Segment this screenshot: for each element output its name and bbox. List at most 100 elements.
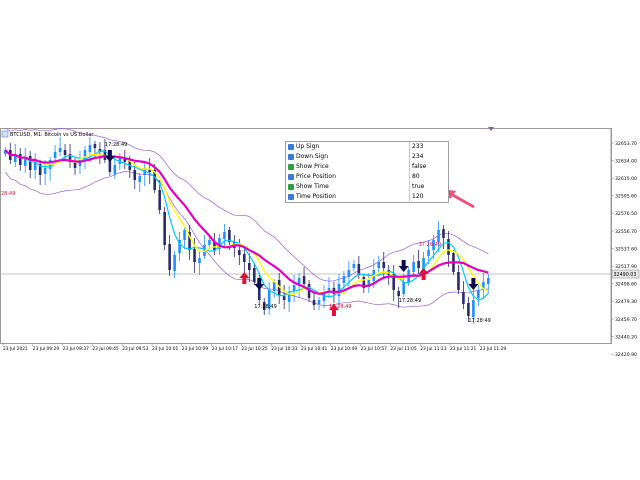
input-row-show-price[interactable]: Show Price false — [286, 162, 448, 172]
candle-body — [63, 150, 67, 155]
input-row-price-position[interactable]: Price Position 80 — [286, 172, 448, 182]
input-row-time-position[interactable]: Time Position 120 — [286, 192, 448, 202]
input-value[interactable]: 234 — [412, 153, 424, 160]
candle-body — [377, 262, 381, 268]
candle-body — [148, 169, 152, 172]
blue-param-icon — [288, 144, 294, 150]
candle-body — [163, 212, 166, 245]
candle-body — [243, 254, 246, 262]
candle-body — [312, 300, 316, 305]
down-arrow-icon — [254, 278, 265, 290]
candle-body — [487, 278, 490, 284]
signal-time-label: 17:28:49 — [329, 304, 351, 310]
candle-body — [432, 240, 435, 250]
candle-body — [422, 258, 425, 269]
input-name: Time Position — [296, 193, 336, 200]
input-value[interactable]: 233 — [412, 143, 424, 150]
blue-param-icon — [288, 174, 294, 180]
candle-body — [462, 292, 465, 304]
down-arrow-icon — [398, 260, 409, 272]
candle-body — [4, 150, 7, 154]
time-tick-label: 23 Jul 11:13 — [420, 346, 447, 352]
candle-body — [262, 302, 266, 310]
green-bool-icon — [288, 164, 294, 170]
input-value[interactable]: 120 — [412, 193, 424, 200]
input-name: Price Position — [296, 173, 336, 180]
candle-body — [153, 170, 156, 190]
candle-body — [382, 262, 386, 268]
candle-body — [208, 240, 211, 245]
price-tick-label: 32556.70 — [615, 229, 637, 235]
time-tick-label: 23 Jul 09:45 — [92, 346, 119, 352]
candle-body — [13, 155, 17, 162]
candle-body — [322, 292, 326, 301]
up-arrow-icon — [418, 268, 429, 280]
column-divider — [409, 152, 410, 162]
price-tick-label: 32498.60 — [615, 282, 637, 288]
candle-body — [18, 154, 22, 165]
candle-body — [337, 284, 341, 296]
time-tick-label: 23 Jul 10:33 — [271, 346, 298, 352]
candle-body — [93, 144, 97, 148]
input-value[interactable]: true — [412, 183, 425, 190]
candle-body — [83, 150, 87, 160]
price-tick-label: 32576.50 — [615, 211, 637, 217]
column-divider — [409, 162, 410, 172]
candle-body — [108, 160, 112, 172]
time-tick-label: 23 Jul 10:09 — [182, 346, 209, 352]
blue-param-icon — [288, 154, 294, 160]
candle-body — [218, 238, 221, 249]
symbol-label: BTCUSD, M1: Bitcoin vs US Dollar — [10, 132, 94, 138]
ma-cyan-line — [4, 149, 489, 301]
candle-body — [33, 162, 37, 170]
input-row-down-sign[interactable]: Down Sign 234 — [286, 152, 448, 162]
up-arrow-icon — [328, 304, 339, 316]
candle-body — [248, 263, 251, 270]
time-tick-label: 23 Jul 10:41 — [301, 346, 328, 352]
green-bool-icon — [288, 184, 294, 190]
candle-body — [238, 250, 241, 255]
signal-time-label: 17:28:49 — [254, 304, 276, 310]
time-tick-label: 23 Jul 10:17 — [212, 346, 239, 352]
up-arrow-icon — [239, 272, 250, 284]
candle-body — [402, 282, 405, 294]
price-tick-label: 32653.70 — [615, 141, 637, 147]
candle-body — [178, 240, 181, 253]
signal-time-label: 17:28:49 — [399, 298, 421, 304]
candle-body — [347, 270, 351, 277]
candle-body — [467, 303, 470, 316]
current-price-badge — [611, 269, 640, 279]
column-divider — [409, 172, 410, 182]
input-value[interactable]: false — [412, 163, 427, 170]
signal-time-label: 17:28:49 — [419, 242, 441, 248]
time-tick-label: 23 Jul 10:49 — [331, 346, 358, 352]
input-value[interactable]: 80 — [412, 173, 420, 180]
candle-body — [302, 276, 306, 284]
candle-body — [223, 232, 226, 239]
candle-body — [173, 255, 176, 271]
candle-body — [442, 229, 445, 238]
candle-body — [277, 280, 281, 296]
price-tick-label: 32420.90 — [615, 352, 637, 358]
candle-body — [477, 290, 480, 298]
input-name: Show Time — [296, 183, 329, 190]
input-name: Down Sign — [296, 153, 328, 160]
input-row-up-sign[interactable]: Up Sign 233 — [286, 142, 448, 152]
candle-body — [198, 258, 201, 263]
candle-body — [257, 282, 261, 300]
candle-body — [28, 156, 32, 170]
candle-body — [287, 292, 291, 302]
input-row-show-time[interactable]: Show Time true — [286, 182, 448, 192]
candle-body — [183, 230, 186, 240]
symbol-icon — [1, 130, 9, 138]
candle-body — [357, 264, 361, 275]
time-tick-label: 23 Jul 10:01 — [152, 346, 179, 352]
chart-shift-marker-icon[interactable] — [488, 127, 494, 131]
ma-magenta-line — [4, 149, 489, 295]
candle-body — [352, 264, 356, 268]
time-tick-label: 23 Jul 09:53 — [122, 346, 149, 352]
candle-body — [292, 285, 296, 291]
band-lower-line — [5, 171, 489, 308]
candle-body — [68, 154, 72, 162]
